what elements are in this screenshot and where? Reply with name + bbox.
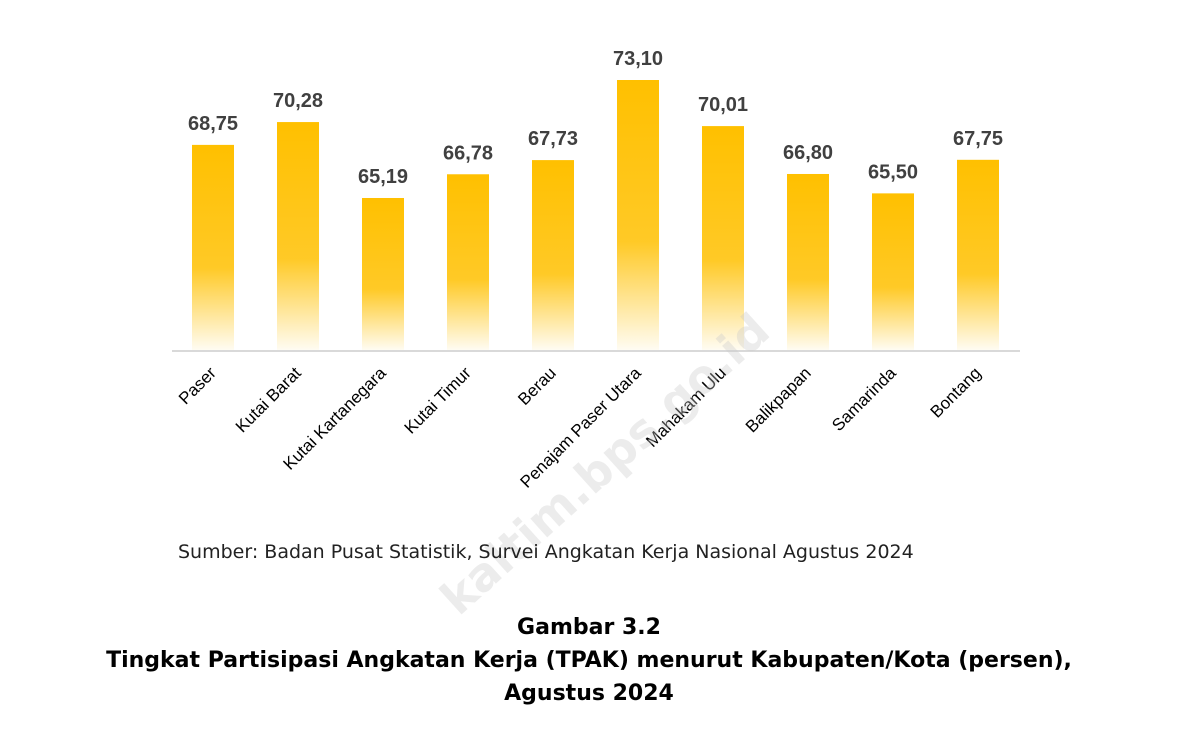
figure-caption: Gambar 3.2 Tingkat Partisipasi Angkatan … (0, 611, 1178, 710)
bar-9 (872, 193, 914, 350)
value-label-6: 73,10 (613, 48, 663, 70)
category-label-8: Balikpapan (742, 363, 815, 436)
value-label-1: 68,75 (188, 113, 238, 135)
value-label-4: 66,78 (443, 142, 493, 164)
bar-2 (277, 122, 319, 350)
category-label-10: Bontang (927, 363, 985, 421)
source-note: Sumber: Badan Pusat Statistik, Survei An… (178, 541, 914, 563)
value-label-8: 66,80 (783, 142, 833, 164)
bar-3 (362, 197, 404, 350)
category-label-9: Samarinda (828, 363, 900, 435)
bar-8 (787, 173, 829, 350)
value-label-10: 67,75 (953, 128, 1003, 150)
category-label-1: Paser (175, 363, 220, 408)
figure-number: Gambar 3.2 (517, 615, 661, 640)
bar-5 (532, 160, 574, 350)
category-label-2: Kutai Barat (232, 363, 305, 436)
bar-10 (957, 159, 999, 350)
category-label-4: Kutai Timur (401, 363, 475, 437)
value-label-5: 67,73 (528, 128, 578, 150)
bar-6 (617, 80, 659, 350)
figure-title-line1: Tingkat Partisipasi Angkatan Kerja (TPAK… (106, 648, 1072, 673)
category-label-7: Mahakam Ulu (642, 363, 730, 451)
value-label-3: 65,19 (358, 166, 408, 188)
value-label-7: 70,01 (698, 94, 748, 116)
bar-7 (702, 126, 744, 350)
value-label-9: 65,50 (868, 161, 918, 183)
value-label-2: 70,28 (273, 90, 323, 112)
bar-1 (192, 144, 234, 350)
bar-4 (447, 174, 489, 350)
figure-title-line2: Agustus 2024 (504, 681, 674, 706)
category-label-5: Berau (514, 363, 560, 409)
